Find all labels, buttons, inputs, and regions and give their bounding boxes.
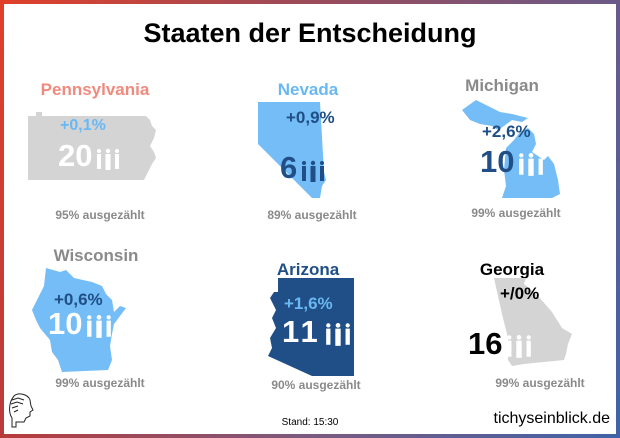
state-name: Georgia (479, 260, 545, 279)
nevada-map-shape (258, 102, 326, 198)
state-georgia: Georgia +/0% 16 99% ausgezählt (420, 240, 620, 400)
electoral-votes-value: 16 (468, 326, 503, 361)
pennsylvania-map-shape (28, 108, 156, 180)
margin-value: +/0% (500, 284, 540, 303)
georgia-map-shape (494, 278, 572, 366)
counted-status: 95% ausgezählt (55, 208, 145, 222)
counted-status: 90% ausgezählt (271, 378, 361, 392)
margin-value: +0,6% (54, 290, 103, 309)
electoral-votes-value: 10 (480, 144, 515, 179)
counted-status: 89% ausgezählt (267, 208, 357, 222)
electoral-votes: 6 (280, 150, 326, 186)
arizona-map-shape (268, 278, 354, 376)
state-arizona: Arizona +1,6% 11 90% ausgezählt (220, 240, 420, 400)
counted-status: 99% ausgezählt (55, 376, 145, 390)
person-icon (517, 152, 545, 176)
person-icon (95, 148, 121, 170)
page-title: Staaten der Entscheidung (143, 18, 477, 48)
margin-value: +1,6% (284, 294, 333, 313)
electoral-votes: 20 (58, 138, 121, 174)
electoral-votes-value: 20 (58, 138, 93, 173)
state-nevada: Nevada +0,9% 6 89% ausgezählt (220, 70, 420, 230)
electoral-votes: 11 (282, 314, 352, 350)
state-name: Nevada (277, 80, 339, 99)
state-pennsylvania: Pennsylvania +0,1% 20 95% ausgezählt (20, 70, 220, 230)
electoral-votes: 10 (48, 306, 113, 342)
state-michigan: Michigan +2,6% 10 99% ausgezählt (420, 70, 620, 230)
timestamp-stand: Stand: 15:30 (281, 417, 339, 428)
electoral-votes-value: 11 (282, 314, 321, 349)
counted-status: 99% ausgezählt (495, 376, 585, 390)
head-profile-icon (9, 393, 34, 428)
margin-value: +0,9% (286, 108, 335, 127)
electoral-votes-value: 10 (48, 306, 83, 341)
person-icon (324, 322, 352, 346)
wisconsin-map-shape (32, 268, 126, 372)
state-name: Michigan (465, 76, 539, 95)
electoral-votes: 16 (468, 326, 533, 362)
state-name: Pennsylvania (40, 80, 150, 99)
person-icon (300, 160, 326, 182)
state-name: Wisconsin (53, 246, 139, 265)
electoral-votes: 10 (480, 144, 545, 180)
margin-value: +2,6% (482, 122, 531, 141)
site-name: tichyseinblick.de (493, 410, 611, 427)
state-wisconsin: Wisconsin +0,6% 10 99% ausgezählt (20, 240, 220, 400)
person-icon (505, 334, 533, 358)
margin-value: +0,1% (60, 117, 106, 134)
state-name: Arizona (276, 260, 340, 279)
electoral-votes-value: 6 (280, 150, 298, 185)
counted-status: 99% ausgezählt (471, 206, 561, 220)
person-icon (85, 314, 113, 338)
